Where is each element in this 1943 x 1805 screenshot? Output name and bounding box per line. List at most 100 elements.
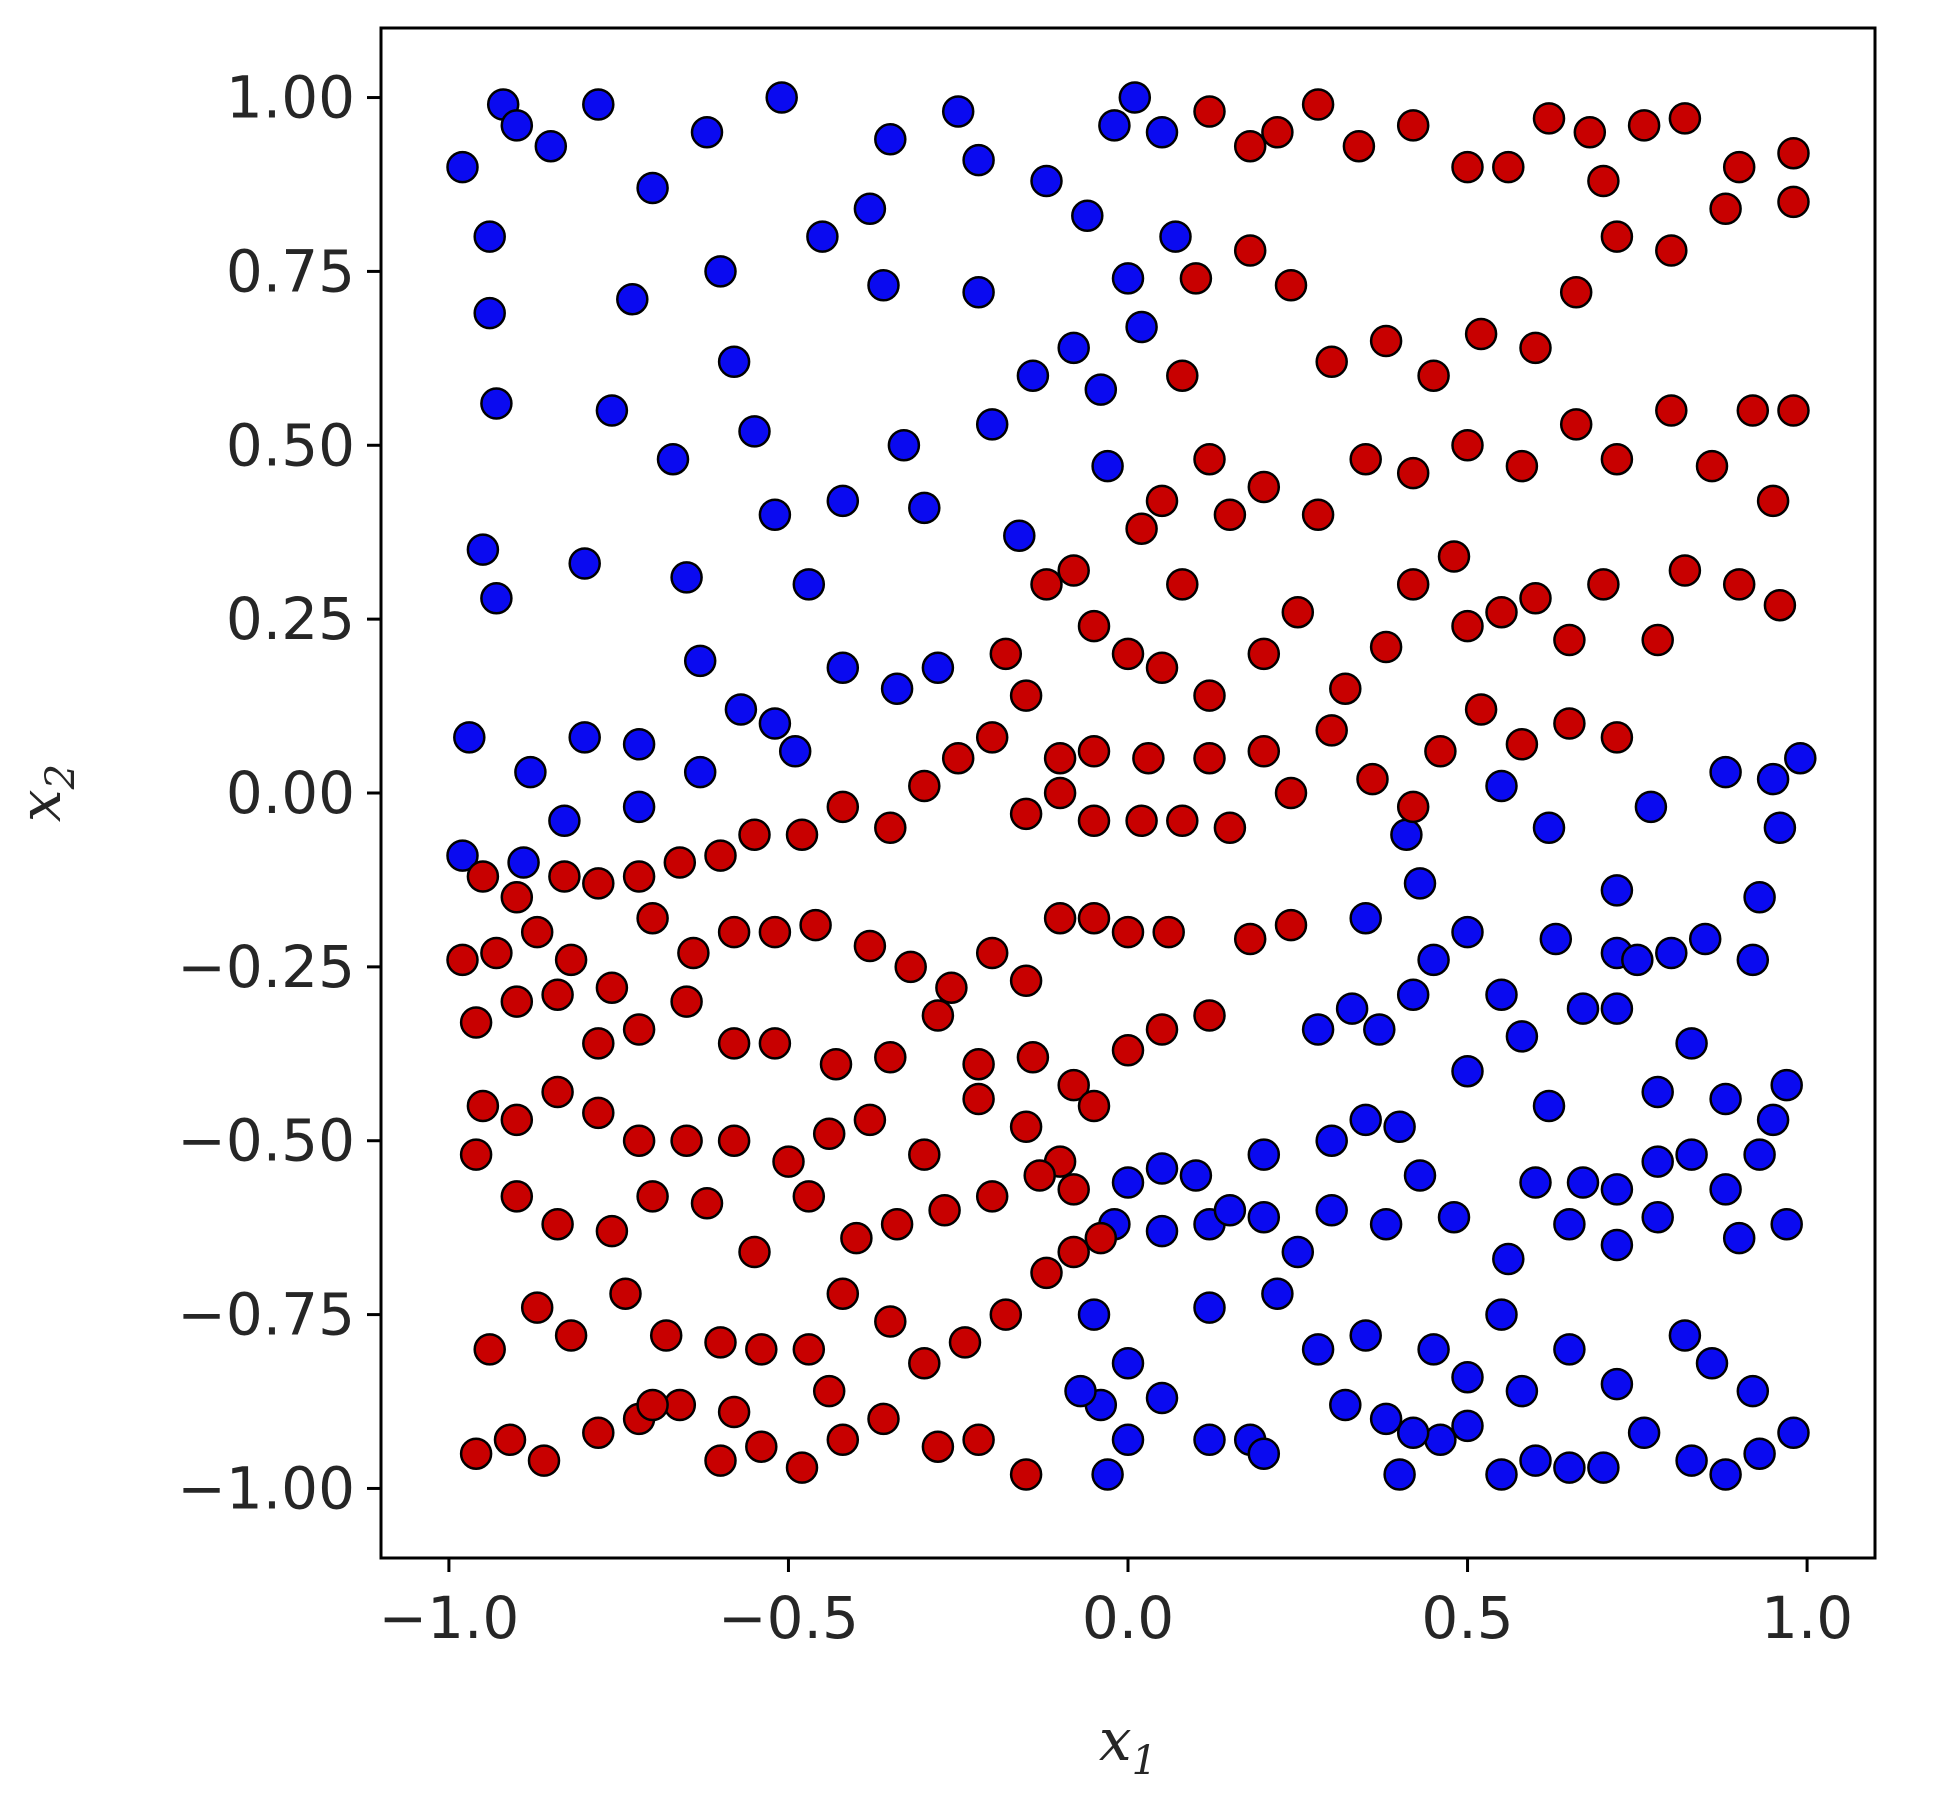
blue-point [1777,1416,1810,1450]
red-point [1193,442,1226,476]
red-point [1030,568,1063,601]
red-point [1077,1089,1111,1123]
blue-point [1519,1444,1552,1477]
red-point [582,1096,615,1130]
blue-point [1600,1173,1634,1206]
blue-point [1668,1319,1702,1352]
red-point [1023,1159,1056,1192]
red-point [1233,922,1267,956]
red-point [670,985,703,1018]
red-point [1756,484,1790,518]
red-point [1342,129,1376,163]
red-point [1233,129,1267,163]
red-point [500,985,534,1018]
blue-point [1247,1437,1281,1470]
red-point [1722,150,1756,184]
blue-point [880,672,914,705]
red-point [1315,714,1348,747]
red-point [1553,623,1586,657]
blue-point [1315,1194,1348,1227]
blue-point [853,192,887,226]
red-point [1084,1221,1118,1255]
red-point [1166,359,1199,392]
red-point [880,1207,914,1241]
y-tick-label: 0.25 [226,585,355,653]
blue-point [1641,1200,1674,1234]
blue-point [962,276,995,309]
red-point [1437,540,1471,573]
blue-point [1193,1291,1226,1324]
blue-point [1695,1347,1729,1380]
blue-point [622,790,656,824]
red-point [935,971,968,1004]
red-point [826,1423,860,1457]
red-point [989,1298,1023,1331]
red-point [459,1437,493,1470]
y-tick-label: −0.75 [177,1281,355,1349]
red-point [772,1145,805,1178]
red-point [541,1075,574,1109]
red-point [1356,762,1389,796]
red-point [1451,609,1484,643]
blue-point [480,582,513,615]
red-point [1301,498,1335,532]
blue-point [568,547,601,580]
blue-point [1030,164,1063,198]
blue-point [1084,373,1118,406]
blue-point [1722,1221,1756,1255]
blue-point [1587,1451,1620,1484]
red-point [921,1430,955,1463]
red-point [908,1138,941,1171]
blue-point [1600,1367,1634,1401]
red-point [1111,637,1145,671]
red-point [826,1277,860,1310]
blue-point [1383,1458,1416,1491]
red-point [758,1027,792,1060]
red-point [582,867,615,900]
blue-point [1655,936,1688,970]
red-point [1349,442,1382,476]
blue-point [1363,1013,1396,1046]
red-point [792,1180,826,1213]
blue-point [765,81,798,114]
blue-point [1553,1207,1586,1241]
red-point [1485,595,1518,629]
blue-point [1566,992,1600,1025]
red-point [1274,908,1308,942]
red-point [1145,484,1179,518]
blue-point [1485,769,1518,803]
blue-point [1349,1319,1382,1352]
red-point [582,1027,615,1060]
red-point [1587,164,1620,198]
blue-point [826,484,860,518]
red-point [1009,1458,1043,1491]
x-tick-label: −0.5 [718,1584,859,1652]
blue-point [1485,1458,1518,1491]
red-point [874,811,907,845]
red-point [1009,679,1043,712]
red-point [962,1423,995,1457]
red-point [894,950,927,984]
blue-point [1743,881,1776,914]
blue-point [1091,449,1124,483]
blue-point [1519,1166,1552,1199]
red-point [1009,797,1043,831]
red-point [1247,470,1281,504]
red-point [1396,109,1430,142]
blue-point [1247,1138,1281,1171]
red-point [717,1027,751,1060]
blue-point [738,415,771,448]
red-point [1464,693,1498,726]
red-point [500,881,534,914]
y-tick-label: 0.00 [226,759,355,827]
red-point [1274,269,1308,302]
blue-point [941,95,975,128]
red-point [1396,790,1430,824]
red-point [1600,721,1634,754]
red-point [1559,408,1593,441]
red-point [948,1326,982,1359]
red-point [1145,1013,1179,1046]
blue-point [1369,1207,1403,1241]
blue-point [724,693,758,726]
red-point [520,915,554,949]
